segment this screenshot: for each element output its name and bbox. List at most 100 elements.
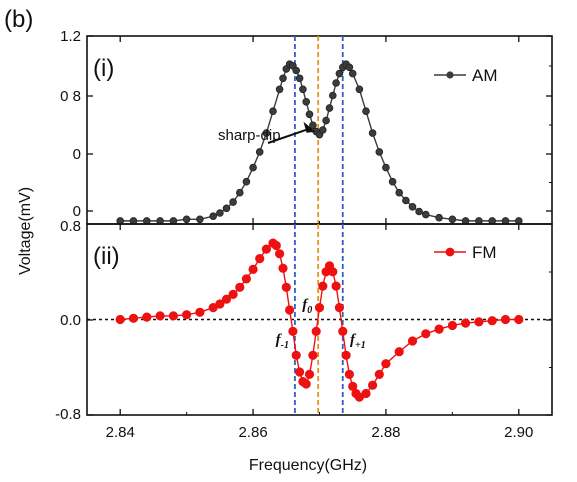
legend: FM [434, 243, 497, 262]
x-tick-label: 2.84 [106, 424, 135, 441]
data-point [271, 240, 281, 251]
data-point [301, 379, 311, 389]
data-point [262, 129, 271, 137]
data-point [221, 294, 232, 304]
data-point [348, 69, 357, 78]
panel-am: 1.2 0 8 0 0 (i) AM sharp-dip [60, 28, 553, 225]
series-points-am [116, 60, 523, 225]
data-point [209, 212, 218, 221]
data-point [242, 177, 251, 186]
data-point [395, 188, 404, 197]
data-point [322, 116, 330, 125]
data-point [309, 121, 317, 130]
data-point [128, 313, 139, 323]
data-point [408, 203, 417, 211]
annotation-arrow [267, 127, 310, 144]
data-point [448, 215, 457, 224]
data-point [328, 267, 338, 277]
data-point [435, 213, 443, 222]
data-point [331, 281, 341, 291]
x-axis-title: Frequency(GHz) [249, 457, 367, 474]
data-point [294, 367, 305, 377]
y-tick-label: 0 [73, 203, 81, 220]
data-point [279, 74, 287, 83]
data-point [269, 107, 277, 115]
legend-label: FM [472, 243, 497, 262]
data-point [318, 281, 328, 291]
data-point [249, 163, 257, 172]
data-point [236, 188, 244, 197]
data-point [402, 196, 410, 205]
data-point [368, 129, 377, 137]
data-point [514, 314, 524, 325]
panel-fm: 2.84 2.86 2.88 2.90 0.8 0.0 -0.8 (ii) FM f0 f-1 f+1 [55, 218, 553, 441]
data-point [216, 209, 224, 217]
data-point [228, 289, 238, 299]
data-point [274, 249, 285, 259]
data-point [394, 347, 404, 357]
x-tick-label: 2.90 [504, 424, 533, 441]
data-point [255, 254, 265, 264]
series-line-am [120, 63, 519, 222]
data-point [355, 85, 364, 94]
data-point [388, 177, 397, 186]
data-point [235, 282, 245, 292]
data-point [318, 126, 327, 134]
data-point [382, 163, 390, 172]
data-point [261, 244, 271, 254]
data-point [314, 302, 325, 313]
data-point [335, 69, 344, 78]
data-point [421, 329, 431, 339]
data-point [345, 63, 354, 72]
panel-label: (ii) [93, 243, 120, 270]
data-point [288, 326, 298, 336]
data-point [367, 380, 378, 390]
legend-marker [446, 71, 454, 79]
data-point [407, 336, 418, 346]
data-point [275, 85, 284, 94]
data-point [248, 264, 258, 274]
data-point [278, 263, 288, 273]
plot-layer: 1.2 0 8 0 0 (i) AM sharp-dip 2.84 2.86 2.88 2.90 0.… [55, 28, 553, 441]
data-point [302, 98, 311, 106]
data-point [215, 299, 225, 309]
legend-label: AM [472, 66, 498, 85]
data-point [311, 326, 321, 336]
annotation-f-1: f-1 [276, 332, 289, 351]
data-point [229, 198, 237, 206]
figure-label: (b) [4, 6, 33, 33]
panel-label: (i) [93, 55, 114, 82]
data-point [182, 215, 191, 224]
data-point [142, 312, 152, 322]
data-point [182, 310, 192, 320]
data-point [374, 369, 384, 379]
data-point [421, 210, 430, 219]
annotation-f+1: f+1 [350, 332, 366, 351]
y-axis-title: Voltage(mV) [17, 187, 34, 275]
data-point [361, 388, 371, 399]
data-point [168, 311, 178, 321]
annotation-sharp-dip: sharp-dip [218, 127, 281, 144]
data-point [295, 74, 304, 83]
y-tick-label: 0 8 [60, 88, 81, 105]
data-point [415, 207, 423, 216]
data-point [332, 79, 340, 87]
data-point [381, 359, 391, 369]
data-point [487, 316, 497, 326]
data-point [328, 91, 337, 100]
data-point [304, 369, 315, 379]
data-point [291, 350, 301, 360]
data-point [344, 369, 354, 379]
data-point [222, 204, 231, 213]
x-tick-label: 2.88 [371, 424, 400, 441]
data-point [447, 320, 457, 331]
data-point [460, 318, 471, 328]
data-point [284, 305, 295, 315]
x-tick-label: 2.86 [238, 424, 267, 441]
data-point [241, 274, 251, 284]
data-point [325, 104, 334, 112]
data-point [341, 350, 351, 360]
annotation-f0: f0 [302, 297, 312, 316]
annotation-arrowhead [303, 121, 316, 133]
